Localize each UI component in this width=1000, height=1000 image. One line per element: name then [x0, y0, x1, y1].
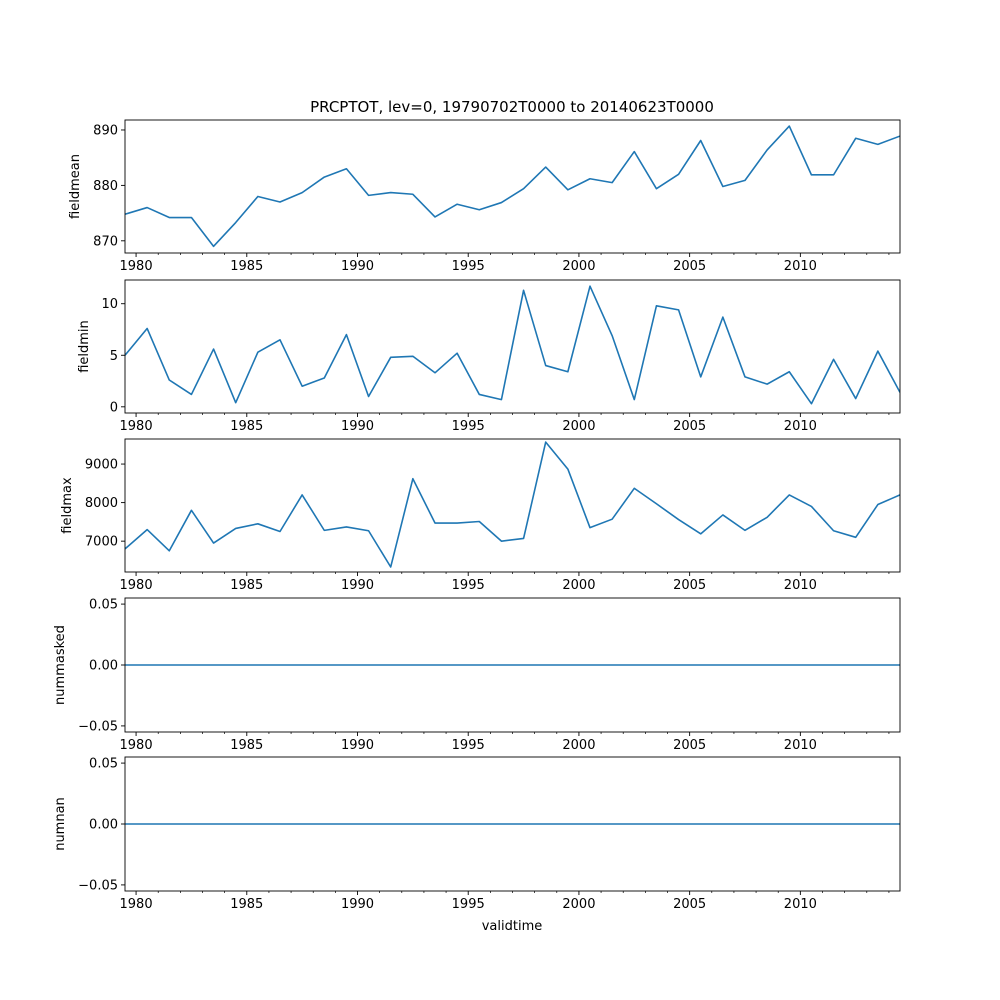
x-tick-label: 1980 [120, 259, 153, 274]
x-tick-label: 1990 [341, 259, 374, 274]
x-tick-label: 1995 [452, 897, 485, 912]
y-tick-label: 0.05 [89, 757, 118, 772]
y-tick-label: 10 [101, 297, 118, 312]
panels: 870 880 890 1980 1985 1990 1995 2000 2005 2010 fie… [53, 119, 901, 912]
y-tick-label: 5 [110, 349, 118, 364]
x-tick-label: 2010 [784, 419, 817, 434]
x-tick-label: 1985 [230, 578, 263, 593]
y-tick-label: 0.05 [89, 598, 118, 613]
x-tick-label: 1990 [341, 897, 374, 912]
x-tick-label: 1995 [452, 259, 485, 274]
y-tick-label: 890 [93, 123, 118, 138]
y-axis-label-fieldmean: fieldmean [68, 154, 83, 219]
y-axis-label-nummasked: nummasked [53, 625, 68, 705]
x-tick-label: 1980 [120, 897, 153, 912]
x-tick-label: 2000 [562, 578, 595, 593]
x-tick-label: 2000 [562, 897, 595, 912]
x-tick-label: 1995 [452, 578, 485, 593]
y-tick-label: −0.05 [78, 878, 118, 893]
y-tick-label: 0.00 [89, 659, 118, 674]
x-tick-label: 1990 [341, 578, 374, 593]
panel-nummasked: −0.05 0.00 0.05 1980 1985 1990 1995 2000 2005 201… [53, 597, 901, 753]
panel-fieldmin: 0 5 10 1980 1985 1990 1995 2000 2005 2010 fieldmin [77, 279, 901, 434]
x-axis-label: validtime [482, 919, 543, 934]
y-tick-label: −0.05 [78, 719, 118, 734]
x-tick-label: 2000 [562, 738, 595, 753]
x-tick-label: 1990 [341, 419, 374, 434]
x-tick-label: 1985 [230, 897, 263, 912]
x-tick-label: 1980 [120, 738, 153, 753]
x-tick-label: 1980 [120, 578, 153, 593]
x-tick-label: 1995 [452, 419, 485, 434]
x-tick-label: 2005 [673, 259, 706, 274]
x-tick-label: 2000 [562, 259, 595, 274]
x-tick-label: 2005 [673, 897, 706, 912]
y-axis-label-fieldmax: fieldmax [60, 477, 75, 534]
y-tick-label: 8000 [85, 496, 118, 511]
figure-title: PRCPTOT, lev=0, 19790702T0000 to 2014062… [310, 98, 714, 116]
x-tick-label: 2005 [673, 419, 706, 434]
x-tick-label: 1995 [452, 738, 485, 753]
y-tick-label: 0.00 [89, 818, 118, 833]
x-tick-label: 2010 [784, 578, 817, 593]
x-tick-label: 2000 [562, 419, 595, 434]
x-tick-label: 2005 [673, 578, 706, 593]
x-tick-label: 1985 [230, 738, 263, 753]
y-axis-label-numnan: numnan [53, 797, 68, 851]
y-tick-label: 7000 [85, 535, 118, 550]
series-line-fieldmin [125, 285, 900, 405]
x-tick-label: 1985 [230, 259, 263, 274]
panel-fieldmax: 7000 8000 9000 1980 1985 1990 1995 2000 2005 2010… [60, 438, 901, 593]
x-tick-label: 2005 [673, 738, 706, 753]
x-tick-label: 2010 [784, 738, 817, 753]
series-line-fieldmean [125, 125, 900, 248]
x-tick-label: 1985 [230, 419, 263, 434]
y-tick-label: 880 [93, 179, 118, 194]
x-tick-label: 1990 [341, 738, 374, 753]
x-tick-label: 2010 [784, 259, 817, 274]
panel-fieldmean: 870 880 890 1980 1985 1990 1995 2000 2005 2010 fie… [68, 119, 901, 274]
y-tick-label: 870 [93, 234, 118, 249]
y-tick-label: 9000 [85, 458, 118, 473]
series-line-fieldmax [125, 441, 900, 568]
x-tick-label: 2010 [784, 897, 817, 912]
y-tick-label: 0 [110, 400, 118, 415]
x-tick-label: 1980 [120, 419, 153, 434]
panel-numnan: −0.05 0.00 0.05 1980 1985 1990 1995 2000 2005 201… [53, 756, 901, 912]
y-axis-label-fieldmin: fieldmin [77, 320, 92, 373]
